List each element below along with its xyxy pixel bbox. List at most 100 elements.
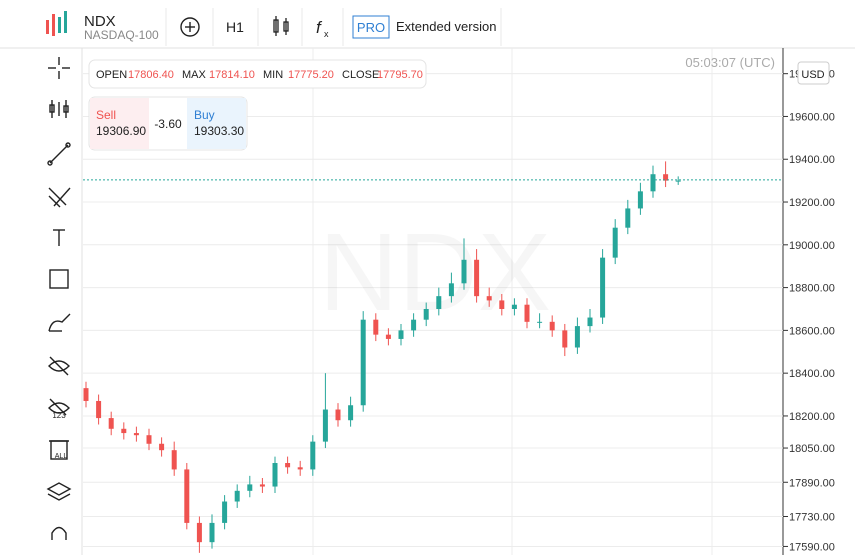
y-tick-label: 19400.00 bbox=[789, 154, 835, 166]
indicators-button[interactable]: f bbox=[316, 18, 323, 37]
y-tick-label: 18200.00 bbox=[789, 411, 835, 423]
close-label: CLOSE bbox=[342, 69, 379, 81]
currency-button[interactable] bbox=[797, 61, 830, 85]
y-tick-label: 17730.00 bbox=[789, 511, 835, 523]
y-tick-label: 19600.00 bbox=[789, 111, 835, 123]
shape-tool[interactable] bbox=[49, 269, 69, 289]
candle-body bbox=[600, 257, 606, 318]
currency: USD bbox=[801, 69, 824, 81]
candle-body bbox=[297, 467, 303, 470]
layers-tool[interactable] bbox=[46, 482, 72, 501]
add-indicator-button[interactable] bbox=[180, 17, 200, 37]
pro-label: PRO bbox=[357, 20, 385, 35]
candle-body bbox=[423, 308, 429, 320]
sell-label: Sell bbox=[96, 108, 116, 122]
open-value: 17806.40 bbox=[128, 69, 174, 81]
crosshair-tool[interactable] bbox=[48, 57, 70, 79]
hide-numbers-label: 123 bbox=[52, 411, 66, 420]
candle-body bbox=[196, 522, 202, 543]
candle-body bbox=[234, 490, 240, 502]
candle-body bbox=[373, 319, 379, 335]
sell-price: 19306.90 bbox=[96, 124, 146, 138]
candle-body bbox=[549, 321, 555, 331]
min-value: 17775.20 bbox=[288, 69, 334, 81]
sell-button[interactable] bbox=[90, 98, 149, 149]
max-label: MAX bbox=[182, 69, 207, 81]
chart-type-button[interactable] bbox=[273, 16, 289, 36]
candle-body bbox=[335, 409, 341, 421]
timestamp: 05:03:07 (UTC) bbox=[685, 55, 775, 70]
hide-tool[interactable] bbox=[48, 356, 70, 376]
y-tick-label: 17890.00 bbox=[789, 477, 835, 489]
min-label: MIN bbox=[263, 69, 283, 81]
candle-body bbox=[108, 418, 114, 429]
candle-body bbox=[222, 501, 228, 523]
y-tick-label: 18400.00 bbox=[789, 368, 835, 380]
candle-body bbox=[587, 317, 593, 327]
indicators-tool[interactable] bbox=[49, 100, 69, 118]
exchange: NASDAQ-100 bbox=[84, 28, 159, 42]
candle-body bbox=[171, 450, 177, 470]
fib-tool[interactable] bbox=[48, 187, 71, 208]
y-tick-label: 18800.00 bbox=[789, 283, 835, 295]
candle-body bbox=[209, 522, 215, 543]
delete-tool[interactable] bbox=[49, 440, 69, 460]
candle-body bbox=[675, 180, 681, 182]
candle-body bbox=[146, 435, 152, 444]
magnet-tool[interactable] bbox=[51, 526, 67, 541]
buy-button[interactable] bbox=[187, 98, 246, 149]
candle-body bbox=[159, 443, 165, 451]
candle-body bbox=[511, 304, 517, 309]
candle-body bbox=[537, 321, 543, 323]
candle-body bbox=[247, 484, 253, 491]
candle-body bbox=[574, 326, 580, 348]
candle-body bbox=[448, 283, 454, 297]
spread: -3.60 bbox=[154, 117, 182, 131]
candle-body bbox=[285, 463, 291, 468]
candle-body bbox=[83, 388, 89, 401]
candle-body bbox=[612, 227, 618, 258]
symbol: NDX bbox=[84, 13, 116, 30]
candle-body bbox=[562, 330, 568, 348]
candle-body bbox=[184, 469, 190, 523]
candle-body bbox=[474, 259, 480, 297]
y-tick-label: 17590.00 bbox=[789, 541, 835, 553]
buy-price: 19303.30 bbox=[194, 124, 244, 138]
open-label: OPEN bbox=[96, 69, 127, 81]
close-value: 17795.70 bbox=[377, 69, 423, 81]
interval-button[interactable]: H1 bbox=[226, 19, 244, 35]
candle-body bbox=[310, 441, 316, 470]
hide-numbers-tool[interactable] bbox=[48, 398, 70, 416]
watermark: NDX bbox=[319, 211, 551, 334]
logo bbox=[46, 11, 67, 36]
candle-body bbox=[663, 174, 669, 181]
quote-panel: Sell 19306.90 -3.60 Buy 19303.30 bbox=[88, 96, 248, 151]
y-tick-label: 19000.00 bbox=[789, 240, 835, 252]
candle-body bbox=[348, 405, 354, 421]
extended-version-link[interactable]: Extended version bbox=[396, 19, 496, 34]
candle-body bbox=[499, 300, 505, 309]
candle-body bbox=[637, 191, 643, 209]
line-tool[interactable] bbox=[47, 142, 71, 166]
delete-all-label: ALL bbox=[55, 453, 68, 460]
candle-body bbox=[625, 208, 631, 228]
ohlc-panel bbox=[88, 59, 427, 89]
top-bar bbox=[0, 0, 855, 48]
candle-body bbox=[486, 296, 492, 301]
y-tick-label: 18050.00 bbox=[789, 443, 835, 455]
candle-body bbox=[524, 304, 530, 322]
buy-label: Buy bbox=[194, 108, 215, 122]
candle-body bbox=[96, 400, 102, 419]
candle-body bbox=[398, 330, 404, 339]
y-tick-label: 19200.00 bbox=[789, 197, 835, 209]
candle-body bbox=[385, 334, 391, 339]
pro-badge[interactable] bbox=[352, 15, 390, 39]
candle-body bbox=[436, 296, 442, 309]
max-value: 17814.10 bbox=[209, 69, 255, 81]
brush-tool[interactable] bbox=[48, 313, 71, 332]
candle-body bbox=[259, 484, 265, 487]
text-tool[interactable] bbox=[53, 229, 65, 246]
candle-body bbox=[133, 433, 139, 436]
